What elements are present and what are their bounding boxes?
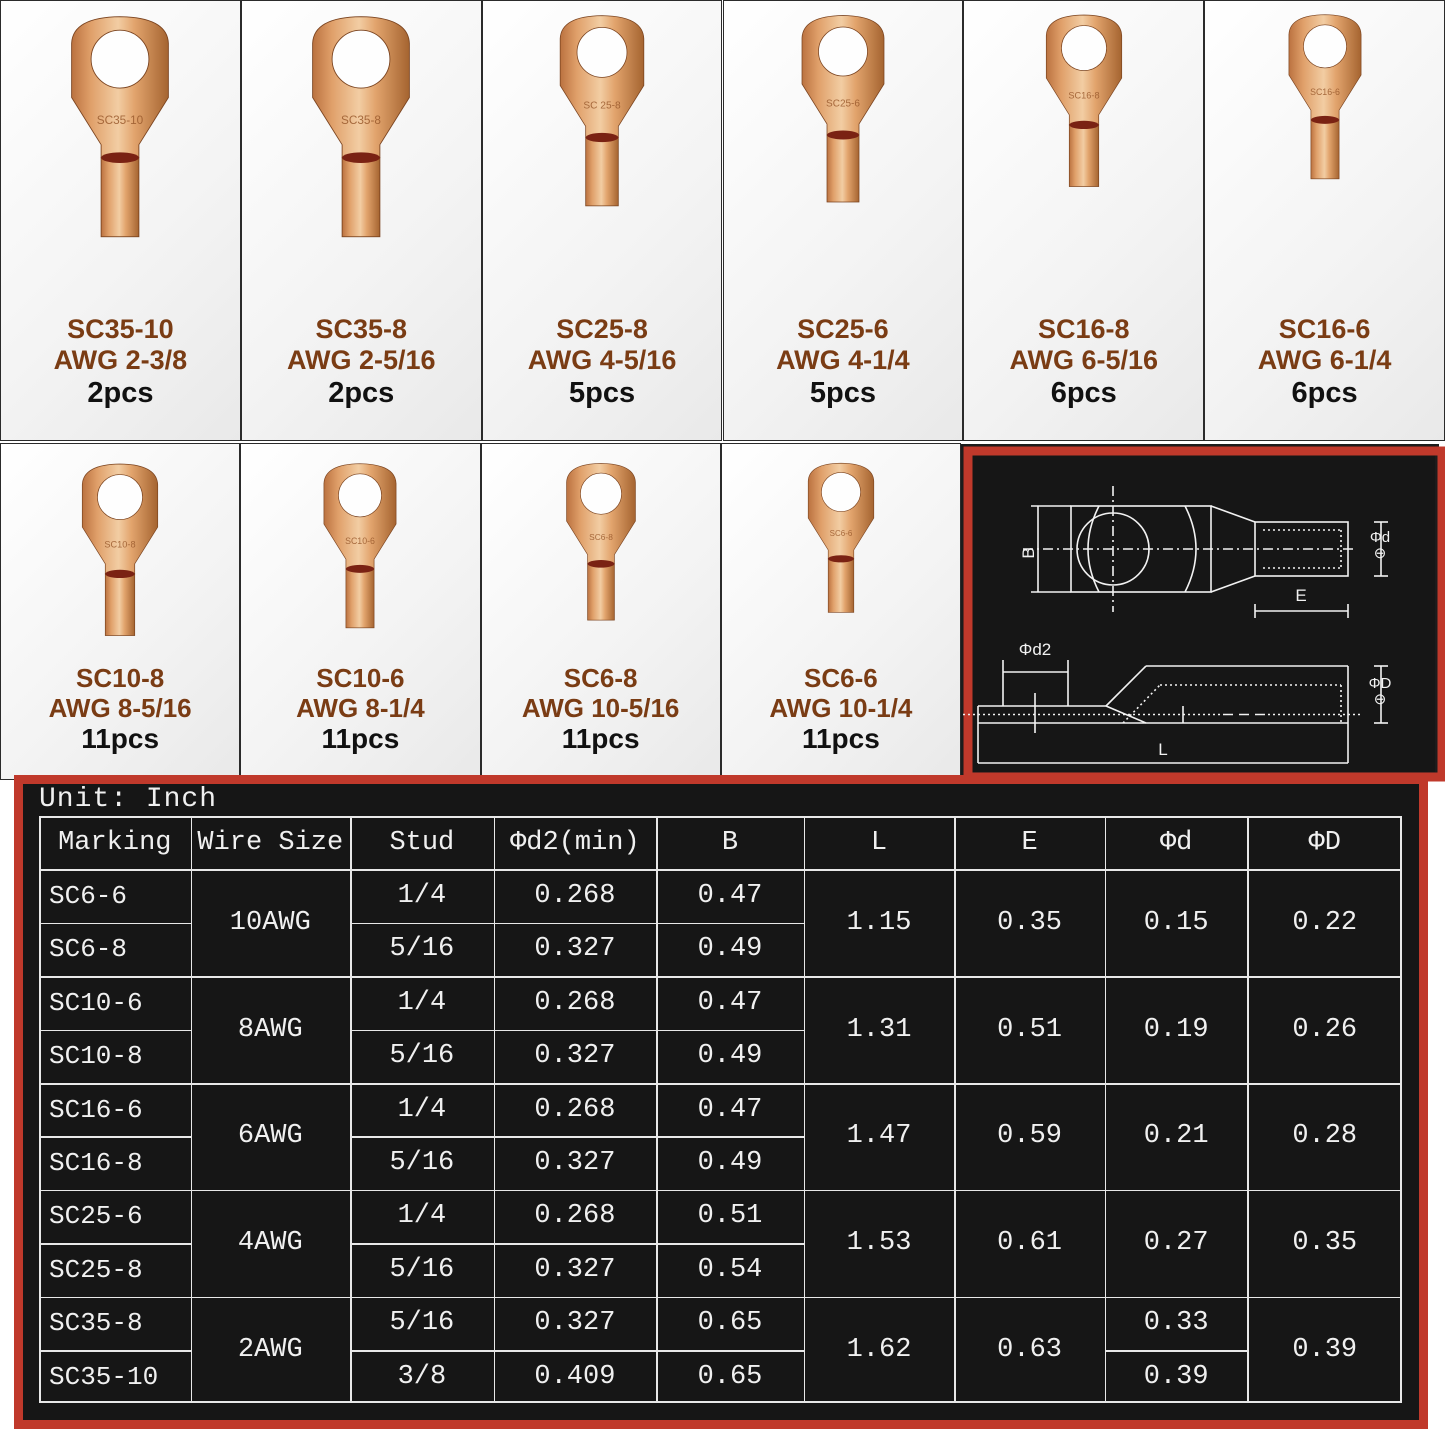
svg-text:SC35-8: SC35-8	[341, 114, 381, 127]
svg-text:⊖: ⊖	[1374, 691, 1387, 708]
svg-text:SC25-6: SC25-6	[826, 99, 860, 110]
svg-text:Φd: Φd	[1370, 529, 1390, 546]
svg-text:ΦD: ΦD	[1369, 675, 1392, 692]
svg-text:⊖: ⊖	[1374, 545, 1387, 562]
svg-text:B: B	[1019, 547, 1038, 558]
svg-text:SC10-8: SC10-8	[105, 540, 136, 550]
svg-text:SC10-6: SC10-6	[345, 536, 375, 546]
svg-text:SC 25-8: SC 25-8	[583, 100, 621, 111]
svg-text:SC16-6: SC16-6	[1310, 87, 1340, 97]
svg-text:SC6-8: SC6-8	[589, 532, 613, 542]
svg-text:L: L	[1158, 740, 1167, 759]
svg-text:SC35-10: SC35-10	[97, 114, 144, 127]
svg-text:SC16-8: SC16-8	[1068, 91, 1099, 101]
svg-text:SC6-6: SC6-6	[830, 529, 853, 538]
svg-text:E: E	[1295, 586, 1306, 605]
svg-text:Φd2: Φd2	[1019, 640, 1051, 659]
